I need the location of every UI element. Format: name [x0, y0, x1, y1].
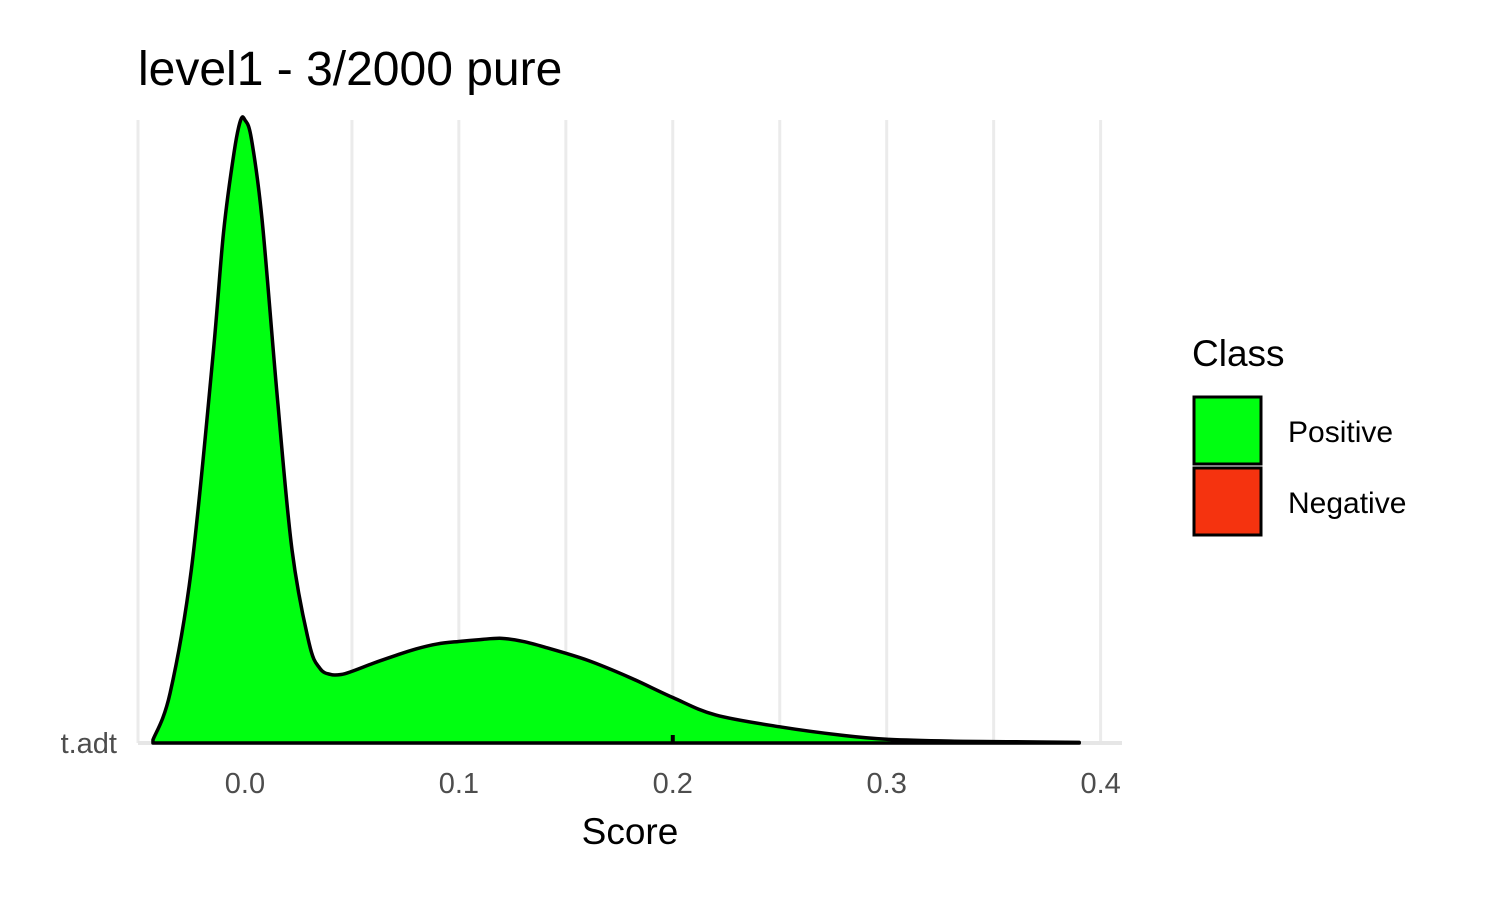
density-area-positive	[151, 115, 1081, 745]
x-tick-label: 0.1	[439, 768, 479, 800]
x-tick-label: 0.2	[653, 768, 693, 800]
legend: Class Positive Negative	[1192, 333, 1406, 537]
x-tick-label: 0.3	[867, 768, 907, 800]
x-tick-label: 0.0	[225, 768, 265, 800]
legend-swatch-positive	[1192, 395, 1263, 466]
x-tick-label: 0.4	[1080, 768, 1120, 800]
legend-label-negative: Negative	[1288, 487, 1406, 520]
legend-label-positive: Positive	[1288, 416, 1393, 449]
x-tick-labels: 0.0 0.1 0.2 0.3 0.4	[225, 768, 1121, 800]
x-axis-title: Score	[582, 811, 679, 852]
legend-title: Class	[1192, 333, 1285, 374]
chart-title: level1 - 3/2000 pure	[138, 43, 562, 96]
y-category-label: t.adt	[61, 728, 117, 760]
legend-swatch-negative	[1192, 466, 1263, 537]
